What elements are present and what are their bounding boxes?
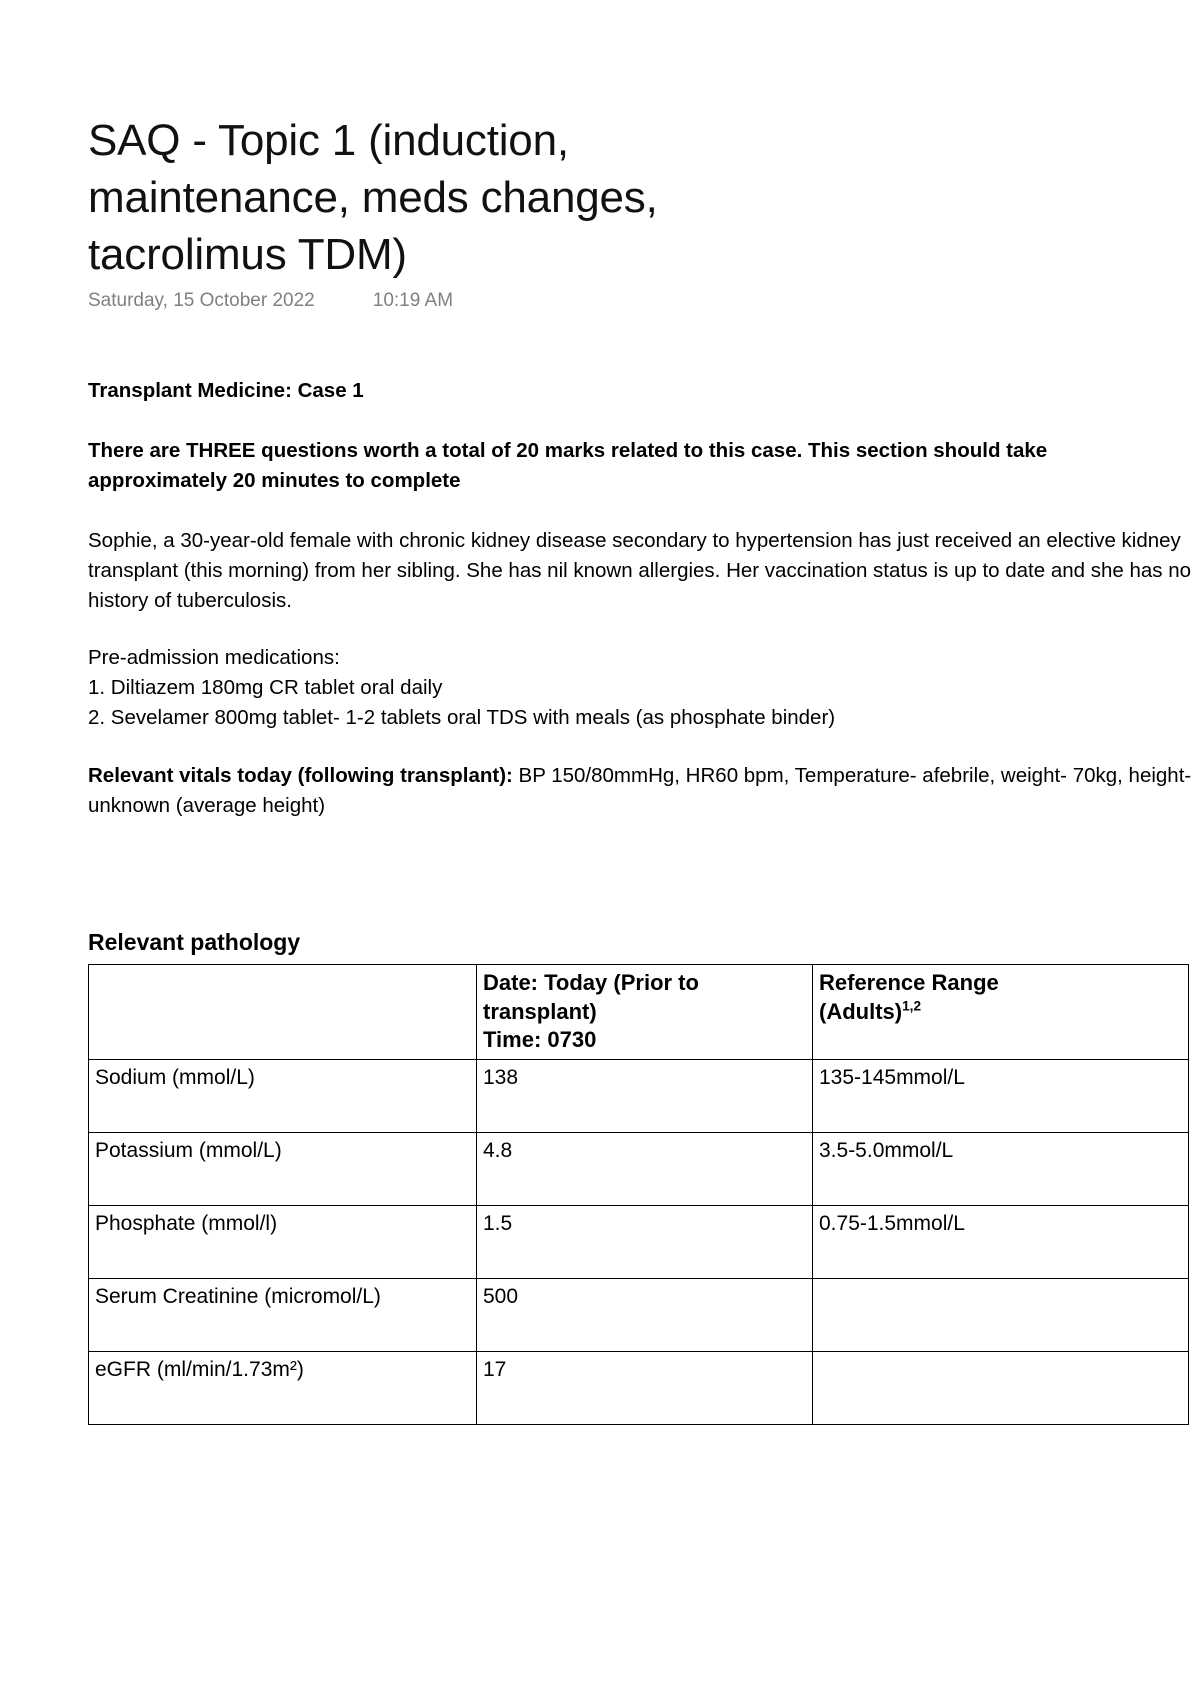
medication-item: 1. Diltiazem 180mg CR tablet oral daily [88,675,443,699]
cell-reference [812,1277,1189,1352]
cell-value: 138 [476,1058,813,1133]
table-row: Sodium (mmol/L) 138 135-145mmol/L [88,1058,1189,1133]
cell-value: 1.5 [476,1204,813,1279]
cell-reference: 135-145mmol/L [812,1058,1189,1133]
column-header-reference-text: Reference Range (Adults) [819,970,999,1024]
reference-footnote-marker: 1,2 [902,998,922,1014]
case-narrative: Sophie, a 30-year-old female with chroni… [88,529,1192,613]
cell-reference: 3.5-5.0mmol/L [812,1131,1189,1206]
cell-analyte: Potassium (mmol/L) [88,1131,477,1206]
document-content: SAQ - Topic 1 (induction, maintenance, m… [88,112,1191,1425]
intro-block: Transplant Medicine: Case 1 There are TH… [88,346,1148,497]
table-row: Serum Creatinine (micromol/L) 500 [88,1277,1189,1352]
vitals-value: BP 150/80mmHg, HR60 bpm, Temperature- af… [88,763,1192,818]
cell-value: 17 [476,1350,813,1425]
table-row: Potassium (mmol/L) 4.8 3.5-5.0mmol/L [88,1131,1189,1206]
document-time: 10:19 AM [372,289,454,311]
pathology-heading: Relevant pathology [88,929,301,956]
column-header-analyte [88,964,477,1060]
cell-reference: 0.75-1.5mmol/L [812,1204,1189,1279]
medications-heading: Pre-admission medications: [88,645,340,669]
column-header-reference: Reference Range (Adults)1,2 [812,964,1189,1060]
vitals-label: Relevant vitals today (following transpl… [88,763,513,787]
cell-analyte: eGFR (ml/min/1.73m²) [88,1350,477,1425]
page-title: SAQ - Topic 1 (induction, maintenance, m… [88,116,658,280]
case-heading: Transplant Medicine: Case 1 [88,378,364,402]
cell-reference [812,1350,1189,1425]
pathology-table: Date: Today (Prior to transplant) Time: … [88,964,1189,1425]
case-instructions: There are THREE questions worth a total … [88,438,1048,493]
cell-analyte: Sodium (mmol/L) [88,1058,477,1133]
column-header-today: Date: Today (Prior to transplant) Time: … [476,964,813,1060]
cell-analyte: Serum Creatinine (micromol/L) [88,1277,477,1352]
cell-value: 500 [476,1277,813,1352]
document-timestamp: Saturday, 15 October 2022 10:19 AM [88,290,1148,312]
cell-value: 4.8 [476,1131,813,1206]
document-date: Saturday, 15 October 2022 [88,289,315,311]
relevant-vitals: Relevant vitals today (following transpl… [88,761,1200,821]
cell-analyte: Phosphate (mmol/l) [88,1204,477,1279]
pre-admission-medications: Pre-admission medications: 1. Diltiazem … [88,643,1148,733]
table-row: Phosphate (mmol/l) 1.5 0.75-1.5mmol/L [88,1204,1189,1279]
table-header-row: Date: Today (Prior to transplant) Time: … [88,964,1189,1060]
medication-item: 2. Sevelamer 800mg tablet- 1-2 tablets o… [88,705,836,729]
table-row: eGFR (ml/min/1.73m²) 17 [88,1350,1189,1425]
